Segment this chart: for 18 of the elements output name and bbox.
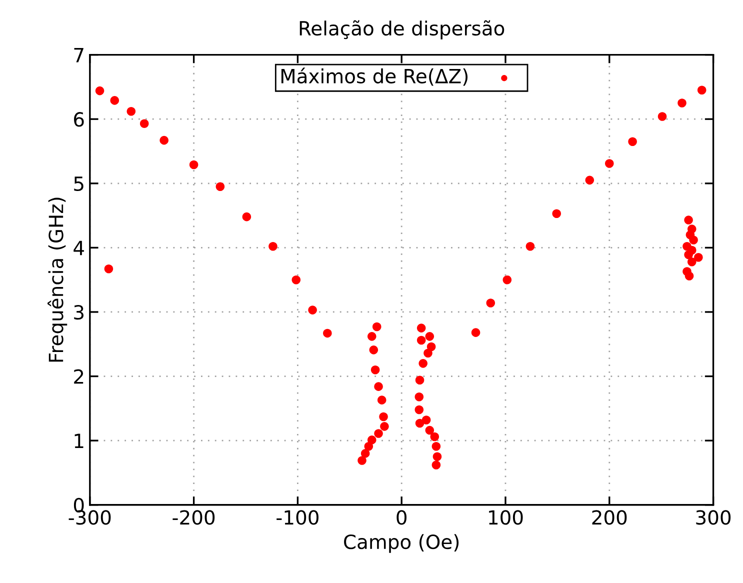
y-tick-label: 5 [74, 176, 84, 192]
x-tick-label: -200 [172, 510, 215, 525]
chart-title: Relação de dispersão [300, 20, 504, 40]
x-tick-label: -100 [276, 510, 318, 525]
x-tick-label: 200 [592, 510, 627, 525]
y-tick-label: 4 [74, 240, 84, 256]
y-tick-label: 2 [74, 369, 84, 384]
y-tick-label: 1 [74, 434, 84, 448]
y-axis-title: Frequência (GHz) [48, 198, 68, 362]
y-tick-label: 7 [74, 48, 84, 62]
legend-label: Máximos de Re(ΔZ) [281, 68, 468, 86]
y-tick-label: 6 [74, 112, 84, 127]
x-axis-title: Campo (Oe) [344, 534, 459, 553]
y-tick-label: 3 [74, 304, 84, 320]
x-tick-label: 0 [396, 510, 406, 525]
x-tick-label: 100 [489, 510, 523, 525]
x-tick-label: -300 [68, 510, 111, 525]
x-tick-label: 300 [696, 510, 731, 525]
